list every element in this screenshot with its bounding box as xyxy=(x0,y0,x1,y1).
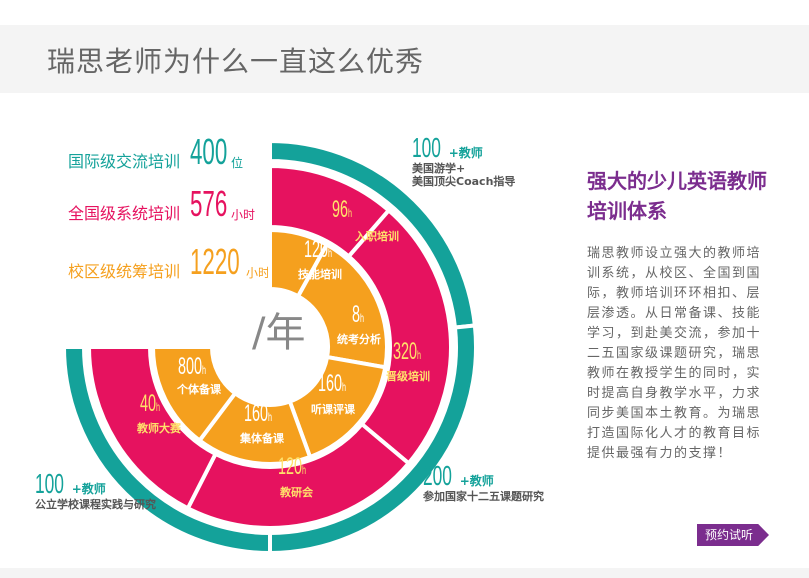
inner-seg-name: 统考分析 xyxy=(337,333,381,346)
footer-band xyxy=(0,568,809,578)
inner-ring-segment xyxy=(295,241,389,370)
inner-seg-label: 800h xyxy=(178,353,207,380)
legend-value: 576 xyxy=(190,183,228,224)
inner-seg-name: 集体备课 xyxy=(240,432,284,445)
inner-ring-segment xyxy=(150,345,238,444)
middle-seg-name: 入职培训 xyxy=(355,230,399,243)
middle-seg-name: 晋级培训 xyxy=(386,370,430,383)
book-trial-button[interactable]: 预约试听 xyxy=(697,524,769,546)
inner-seg-label: 8h xyxy=(352,301,365,328)
inner-seg-name: 听课评课 xyxy=(311,403,355,416)
legend-international: 国际级交流培训 400 位 xyxy=(68,134,243,172)
inner-seg-label: 120h xyxy=(304,236,333,263)
legend-campus: 校区级统筹培训 1220 小时 xyxy=(68,244,270,282)
legend-national: 全国级系统培训 576 小时 xyxy=(68,186,255,224)
middle-seg-name: 教师大赛 xyxy=(137,422,181,435)
legend-label: 校区级统筹培训 xyxy=(68,262,181,281)
inner-seg-name: 技能培训 xyxy=(298,268,342,281)
side-title: 强大的少儿英语教师培训体系 xyxy=(587,169,767,223)
legend-label: 全国级系统培训 xyxy=(68,204,181,223)
outer-annotation-public-school: 100 +教师 公立学校课程实践与研究 xyxy=(35,468,156,512)
page-title: 瑞思老师为什么一直这么优秀 xyxy=(47,45,425,78)
side-body: 瑞思教师设立强大的教师培训系统，从校区、全国到国际，教师培训环环相扣、层层渗透。… xyxy=(587,246,762,461)
legend-label: 国际级交流培训 xyxy=(68,152,181,171)
outer-annotation-research: 200 +教师 参加国家十二五课题研究 xyxy=(423,460,544,504)
outer-annotation-us: 100 +教师 美国游学+ 美国顶尖Coach指导 xyxy=(412,132,516,189)
middle-seg-label: 320h xyxy=(393,338,422,365)
legend-unit: 小时 xyxy=(246,266,271,280)
center-label: /年 xyxy=(252,310,306,356)
middle-seg-name: 教研会 xyxy=(280,486,313,499)
legend-unit: 小时 xyxy=(231,208,256,222)
legend-value: 1220 xyxy=(190,241,240,282)
middle-seg-label: 40h xyxy=(140,390,161,417)
outer-ring-segment xyxy=(61,345,272,556)
middle-seg-label: 96h xyxy=(332,196,353,223)
inner-seg-label: 160h xyxy=(318,370,347,397)
middle-ring-segment xyxy=(345,207,453,467)
inner-seg-label: 160h xyxy=(244,400,273,427)
legend-unit: 位 xyxy=(231,156,244,170)
header-band: 瑞思老师为什么一直这么优秀 xyxy=(0,25,809,93)
inner-seg-name: 个体备课 xyxy=(177,383,221,396)
middle-seg-label: 120h xyxy=(278,453,307,480)
middle-ring-segment xyxy=(86,345,219,511)
legend-value: 400 xyxy=(190,131,228,172)
